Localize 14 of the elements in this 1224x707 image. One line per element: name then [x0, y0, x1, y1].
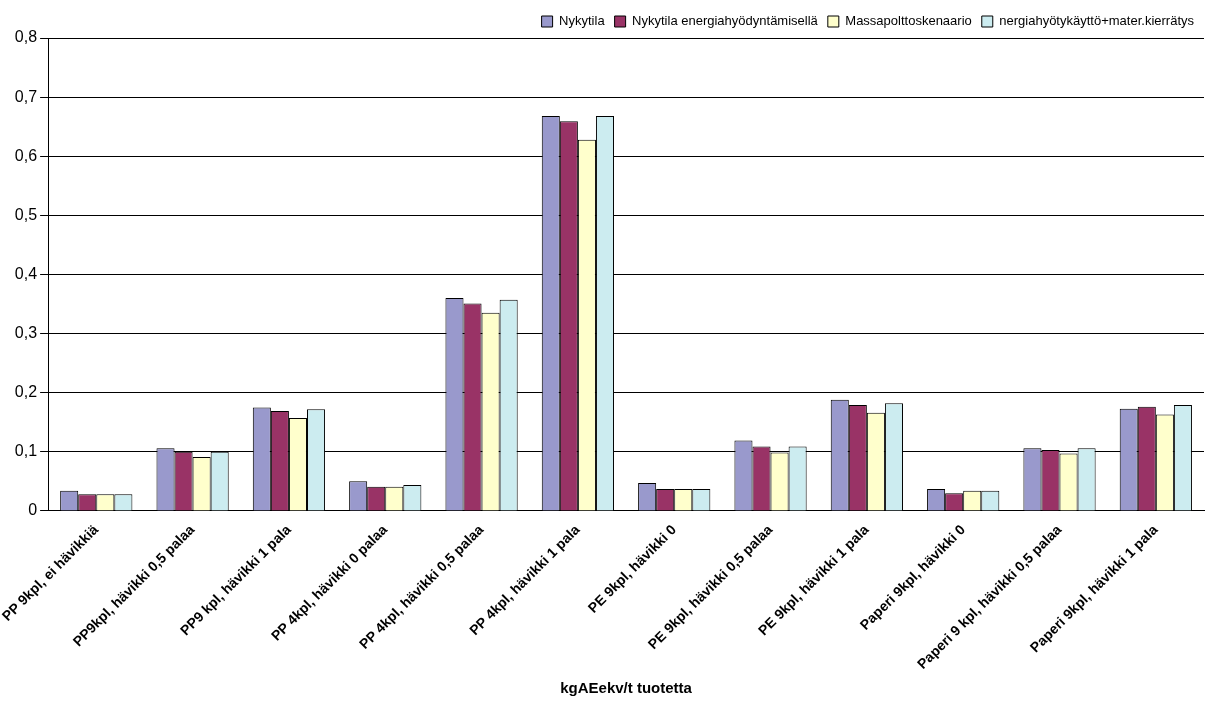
y-tick-label: 0,3	[14, 323, 38, 341]
y-tick-label: 0,8	[14, 28, 38, 46]
y-tick-label: 0,1	[14, 442, 38, 460]
legend-label: Massapolttoskenaario	[845, 13, 972, 29]
y-tick-label: 0,5	[14, 205, 38, 223]
legend-label: nergiahyötykäyttö+mater.kierrätys	[999, 13, 1195, 29]
x-axis-title: kgAEekv/t tuotetta	[560, 679, 693, 697]
y-tick-label: 0,2	[14, 383, 38, 401]
y-tick-label: 0,7	[14, 87, 38, 105]
y-tick-label: 0,6	[14, 146, 38, 164]
legend-label: Nykytila energiahyödyntämisellä	[632, 13, 819, 29]
y-tick-label: 0,4	[14, 264, 38, 282]
legend-label: Nykytila	[559, 13, 606, 29]
y-tick-label: 0	[28, 501, 38, 519]
